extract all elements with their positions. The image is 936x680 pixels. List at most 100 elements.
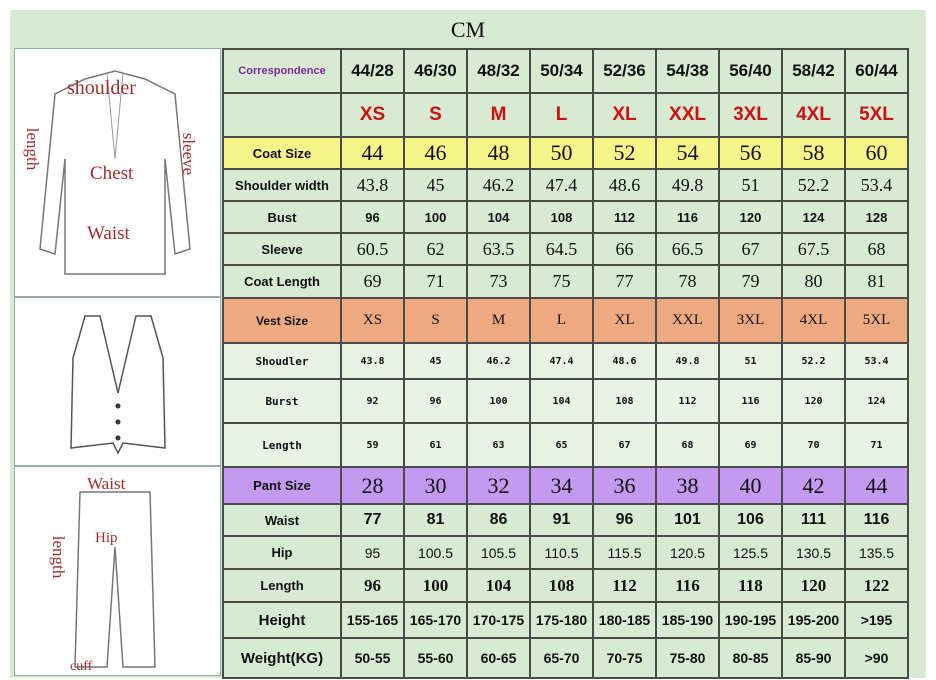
row-label: Height xyxy=(222,601,342,639)
table-cell: 69 xyxy=(340,264,405,299)
table-cell: 46/30 xyxy=(403,48,468,94)
table-row: Waist 77 81 86 91 96 101 106 111 116 xyxy=(222,503,909,537)
vest-drawing xyxy=(70,315,166,455)
row-label xyxy=(222,92,342,138)
table-cell: 46 xyxy=(403,136,468,170)
row-label: Coat Size xyxy=(222,136,342,170)
table-cell: 68 xyxy=(655,422,720,468)
table-row: Height 155-165 165-170 170-175 175-180 180-18… xyxy=(222,601,909,639)
row-label: Length xyxy=(222,422,342,468)
table-cell: 80-85 xyxy=(718,637,783,679)
table-cell: 34 xyxy=(529,466,594,505)
table-cell: 4XL xyxy=(781,297,846,344)
table-cell: 55-60 xyxy=(403,637,468,679)
table-cell: 79 xyxy=(718,264,783,299)
table-cell: 120.5 xyxy=(655,535,720,570)
table-cell: 86 xyxy=(466,503,531,537)
svg-text:Waist: Waist xyxy=(87,223,131,244)
row-label: Sleeve xyxy=(222,232,342,266)
table-cell: 175-180 xyxy=(529,601,594,639)
table-row: Shoulder width 43.8 45 46.2 47.4 48.6 49.8 51 52… xyxy=(222,168,909,202)
table-cell: 42 xyxy=(781,466,846,505)
table-cell: 5XL xyxy=(844,92,909,138)
table-cell: 43.8 xyxy=(340,168,405,202)
table-cell: 108 xyxy=(529,200,594,234)
table-cell: 125.5 xyxy=(718,535,783,570)
table-cell: 75 xyxy=(529,264,594,299)
table-cell: 92 xyxy=(340,378,405,424)
table-cell: 106 xyxy=(718,503,783,537)
svg-text:cuff: cuff xyxy=(70,659,93,674)
table-cell: 100.5 xyxy=(403,535,468,570)
table-cell: 50 xyxy=(529,136,594,170)
table-cell: 60-65 xyxy=(466,637,531,679)
row-label: Burst xyxy=(222,378,342,424)
table-cell: 50-55 xyxy=(340,637,405,679)
table-cell: 44 xyxy=(844,466,909,505)
table-cell: 53.4 xyxy=(844,168,909,202)
table-cell: 44 xyxy=(340,136,405,170)
table-row: Sleeve 60.5 62 63.5 64.5 66 66.5 67 67.5 68 xyxy=(222,232,909,266)
table-row: Length 59 61 63 65 67 68 69 70 71 xyxy=(222,422,909,468)
table-cell: 108 xyxy=(529,568,594,603)
table-cell: 110.5 xyxy=(529,535,594,570)
table-cell: 135.5 xyxy=(844,535,909,570)
row-label: Waist xyxy=(222,503,342,537)
table-cell: S xyxy=(403,92,468,138)
pant-drawing: Waist Hip length cuff xyxy=(49,474,156,674)
table-row: Coat Size 44 46 48 50 52 54 56 58 60 xyxy=(222,136,909,170)
table-cell: 66.5 xyxy=(655,232,720,266)
table-cell: 38 xyxy=(655,466,720,505)
vest-illustration xyxy=(14,297,221,466)
table-cell: 48.6 xyxy=(592,342,657,380)
table-cell: 155-165 xyxy=(340,601,405,639)
table-cell: 3XL xyxy=(718,92,783,138)
table-cell: 50/34 xyxy=(529,48,594,94)
table-cell: 112 xyxy=(592,568,657,603)
table-cell: 68 xyxy=(844,232,909,266)
table-cell: 96 xyxy=(592,503,657,537)
table-cell: 62 xyxy=(403,232,468,266)
table-cell: 43.8 xyxy=(340,342,405,380)
table-row: XS S M L XL XXL 3XL 4XL 5XL xyxy=(222,92,909,138)
table-cell: 112 xyxy=(592,200,657,234)
table-cell: 120 xyxy=(718,200,783,234)
table-cell: 75-80 xyxy=(655,637,720,679)
table-cell: XXL xyxy=(655,92,720,138)
svg-text:shoulder: shoulder xyxy=(67,77,136,99)
table-cell: XL xyxy=(592,92,657,138)
table-cell: 91 xyxy=(529,503,594,537)
table-cell: 96 xyxy=(403,378,468,424)
table-cell: 48/32 xyxy=(466,48,531,94)
row-label: Vest Size xyxy=(222,297,342,344)
table-cell: XS xyxy=(340,297,405,344)
svg-text:length: length xyxy=(23,128,42,171)
table-cell: 130.5 xyxy=(781,535,846,570)
table-cell: 95 xyxy=(340,535,405,570)
table-cell: 61 xyxy=(403,422,468,468)
table-row: Pant Size 28 30 32 34 36 38 40 42 44 xyxy=(222,466,909,505)
table-cell: 120 xyxy=(781,568,846,603)
table-cell: 5XL xyxy=(844,297,909,344)
table-cell: 56 xyxy=(718,136,783,170)
table-cell: XXL xyxy=(655,297,720,344)
pant-illustration: Waist Hip length cuff xyxy=(14,466,221,676)
table-cell: 44/28 xyxy=(340,48,405,94)
table-cell: 53.4 xyxy=(844,342,909,380)
table-cell: 124 xyxy=(844,378,909,424)
table-cell: 45 xyxy=(403,168,468,202)
table-cell: 60.5 xyxy=(340,232,405,266)
table-cell: 47.4 xyxy=(529,342,594,380)
table-cell: 180-185 xyxy=(592,601,657,639)
table-cell: 100 xyxy=(403,568,468,603)
table-cell: L xyxy=(529,92,594,138)
table-cell: 51 xyxy=(718,342,783,380)
table-cell: 46.2 xyxy=(466,342,531,380)
table-cell: M xyxy=(466,297,531,344)
table-cell: 115.5 xyxy=(592,535,657,570)
table-row: Correspondence 44/28 46/30 48/32 50/34 52/36 5… xyxy=(222,48,909,94)
table-cell: 81 xyxy=(844,264,909,299)
row-label: Coat Length xyxy=(222,264,342,299)
table-cell: 128 xyxy=(844,200,909,234)
table-cell: 67 xyxy=(592,422,657,468)
